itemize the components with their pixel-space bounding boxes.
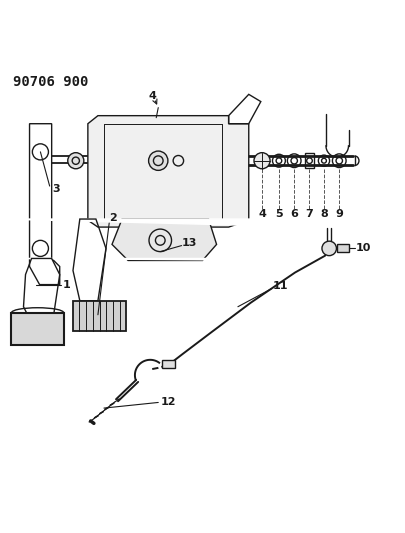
- Text: 10: 10: [356, 244, 371, 253]
- Polygon shape: [1, 409, 405, 446]
- Polygon shape: [88, 116, 249, 227]
- Text: 3: 3: [52, 184, 60, 194]
- Polygon shape: [337, 244, 349, 253]
- Text: 7: 7: [306, 209, 313, 219]
- Text: 13: 13: [182, 238, 197, 248]
- Text: 4: 4: [148, 91, 156, 101]
- Text: 6: 6: [290, 209, 298, 219]
- Circle shape: [322, 241, 337, 256]
- Text: 12: 12: [160, 398, 176, 407]
- Text: 2: 2: [109, 213, 117, 223]
- Text: 90706 900: 90706 900: [13, 76, 89, 90]
- Circle shape: [254, 152, 270, 169]
- Polygon shape: [11, 313, 64, 345]
- Polygon shape: [1, 259, 405, 315]
- Polygon shape: [1, 363, 405, 396]
- Text: 1: 1: [63, 280, 71, 289]
- Text: 9: 9: [335, 209, 343, 219]
- Polygon shape: [73, 301, 126, 331]
- Polygon shape: [1, 219, 405, 301]
- Text: 4: 4: [258, 209, 266, 219]
- Circle shape: [149, 151, 168, 171]
- Text: 11: 11: [273, 281, 289, 291]
- Text: 5: 5: [275, 209, 283, 219]
- Polygon shape: [162, 360, 175, 368]
- Polygon shape: [112, 219, 217, 261]
- Circle shape: [68, 152, 84, 169]
- Text: 8: 8: [320, 209, 328, 219]
